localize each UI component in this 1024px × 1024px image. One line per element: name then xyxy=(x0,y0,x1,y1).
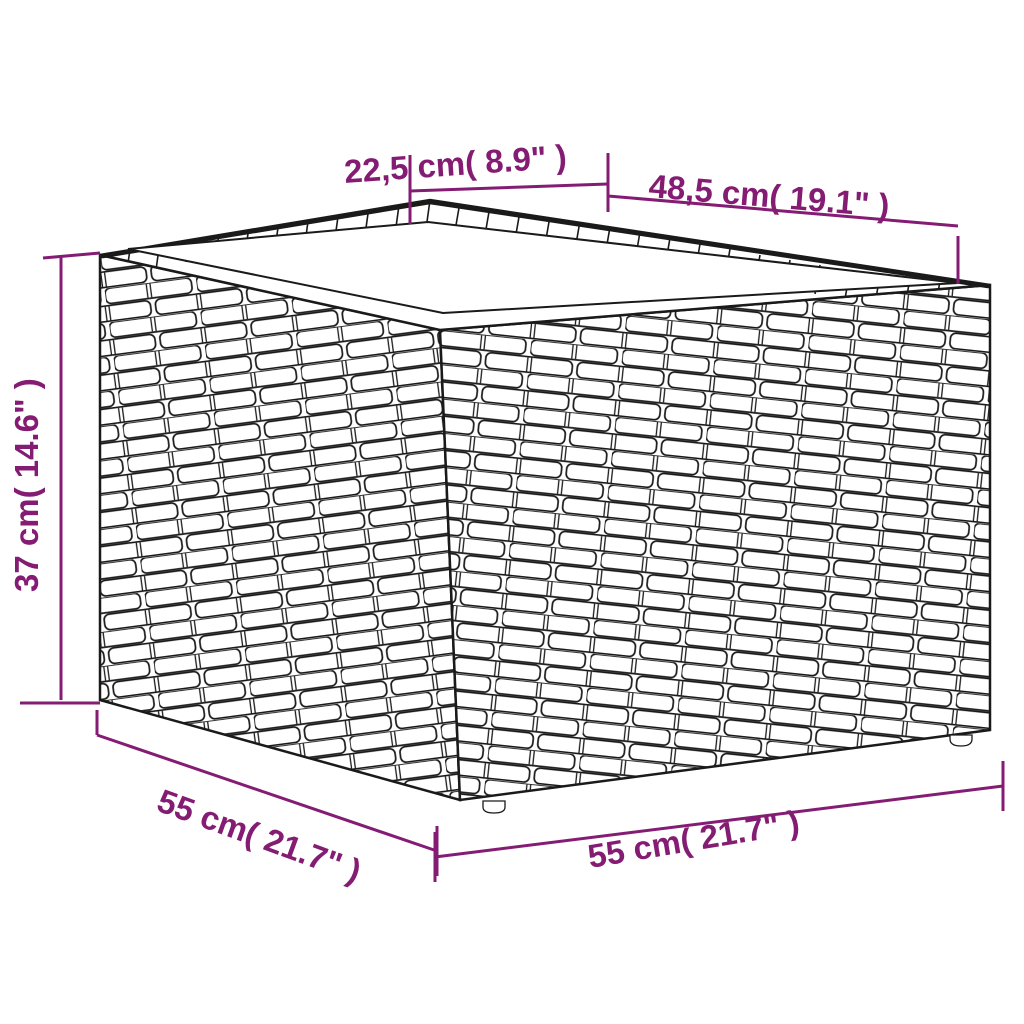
svg-text:37 cm( 14.6" ): 37 cm( 14.6" ) xyxy=(8,378,45,592)
